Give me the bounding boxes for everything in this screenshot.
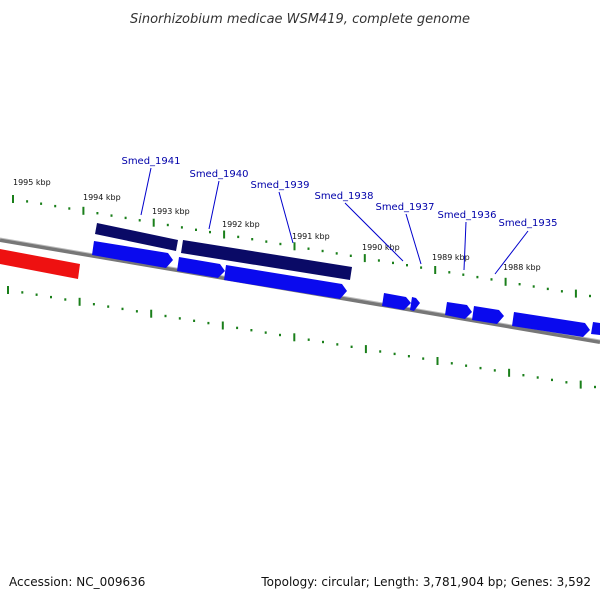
gene-feature[interactable]: [591, 322, 600, 335]
gene-label-smed-1936[interactable]: Smed_1936: [437, 210, 496, 221]
map-title: Sinorhizobium medicae WSM419, complete g…: [130, 12, 470, 27]
kbp-label: 1991 kbp: [292, 232, 330, 241]
kbp-label: 1993 kbp: [152, 207, 190, 216]
leader-line: [140, 167, 152, 216]
gene-smed-1941-feature[interactable]: [95, 223, 178, 251]
kbp-label: 1988 kbp: [503, 263, 541, 272]
leader-line: [208, 180, 220, 230]
kbp-label: 1992 kbp: [222, 220, 260, 229]
gene-feature[interactable]: [382, 293, 411, 310]
gene-label-smed-1937[interactable]: Smed_1937: [375, 202, 434, 213]
gene-label-leaders: [140, 167, 529, 275]
reverse-strand-genes: [95, 223, 352, 280]
highlighted-gene-feature[interactable]: [0, 249, 80, 279]
kbp-label: 1990 kbp: [362, 243, 400, 252]
gene-labels: Smed_1941 Smed_1940 Smed_1939 Smed_1938 …: [121, 156, 557, 229]
gene-label-smed-1939[interactable]: Smed_1939: [250, 180, 309, 191]
gene-feature[interactable]: [410, 297, 420, 311]
leader-line: [494, 230, 529, 275]
gene-label-smed-1935[interactable]: Smed_1935: [498, 218, 557, 229]
leader-line: [463, 221, 467, 271]
lower-tick-track: [7, 286, 596, 389]
forward-strand-genes: [92, 241, 600, 337]
kbp-label: 1989 kbp: [432, 253, 470, 262]
genome-summary-text: Topology: circular; Length: 3,781,904 bp…: [260, 575, 591, 589]
kbp-label: 1995 kbp: [13, 178, 51, 187]
leader-line: [405, 213, 422, 265]
leader-line: [344, 202, 404, 262]
gene-feature[interactable]: [512, 312, 590, 337]
gene-smed-1938-feature[interactable]: [177, 257, 225, 278]
gene-smed-1936-feature[interactable]: [445, 302, 472, 319]
leader-line: [278, 191, 294, 244]
gene-smed-1939-feature[interactable]: [92, 241, 173, 268]
upper-tick-track: [12, 195, 591, 298]
gene-smed-1935-feature[interactable]: [472, 306, 504, 324]
gene-label-smed-1940[interactable]: Smed_1940: [189, 169, 248, 180]
gene-smed-1940-feature[interactable]: [181, 240, 352, 280]
kbp-scale-labels: 1995 kbp 1994 kbp 1993 kbp 1992 kbp 1991…: [13, 178, 541, 272]
gene-label-smed-1938[interactable]: Smed_1938: [314, 191, 373, 202]
gene-label-smed-1941[interactable]: Smed_1941: [121, 156, 180, 167]
accession-text: Accession: NC_009636: [9, 575, 145, 589]
kbp-label: 1994 kbp: [83, 193, 121, 202]
gene-smed-1937-feature[interactable]: [224, 265, 347, 299]
